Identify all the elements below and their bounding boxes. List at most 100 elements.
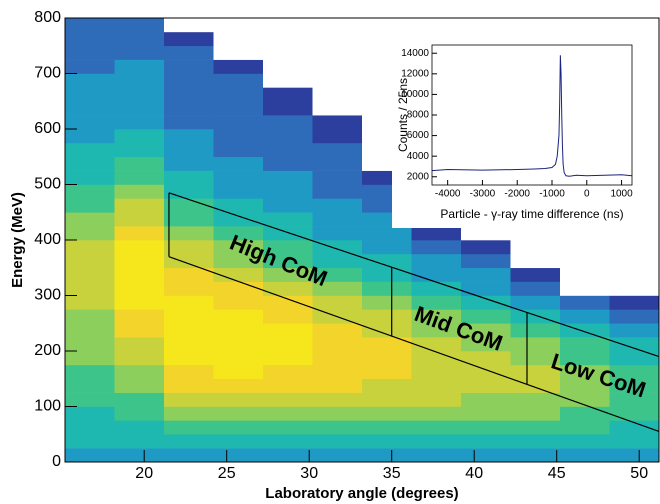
heatmap-cell bbox=[65, 253, 115, 269]
inset-x-tick-label: -1000 bbox=[539, 189, 565, 200]
heatmap-cell bbox=[609, 434, 660, 449]
heatmap-cell bbox=[164, 420, 214, 435]
heatmap-cell bbox=[510, 281, 561, 296]
heatmap-cell bbox=[362, 351, 412, 366]
cut-line bbox=[168, 192, 660, 358]
heatmap-cell bbox=[164, 129, 214, 144]
heatmap-cell bbox=[362, 392, 412, 407]
heatmap-cell bbox=[114, 198, 165, 213]
heatmap-cell bbox=[609, 378, 660, 393]
heatmap-cell bbox=[263, 434, 313, 449]
heatmap-cell bbox=[114, 45, 165, 60]
heatmap-cell bbox=[510, 378, 561, 393]
heatmap-cell bbox=[65, 351, 115, 366]
heatmap-cell bbox=[263, 392, 313, 407]
heatmap-cell bbox=[263, 337, 313, 352]
heatmap-cell bbox=[164, 240, 214, 255]
heatmap-cell bbox=[510, 18, 561, 33]
y-tick-label: 200 bbox=[34, 342, 61, 359]
heatmap-cell bbox=[164, 226, 214, 241]
heatmap-cell bbox=[213, 240, 264, 255]
heatmap-cell bbox=[312, 448, 363, 463]
heatmap-cell bbox=[263, 142, 313, 158]
heatmap-cell bbox=[461, 420, 511, 435]
heatmap-cell bbox=[213, 31, 264, 47]
heatmap-cell bbox=[114, 226, 165, 241]
heatmap-cell bbox=[65, 198, 115, 213]
heatmap-cell bbox=[263, 156, 313, 171]
heatmap-cell bbox=[461, 364, 511, 380]
heatmap-cell bbox=[510, 226, 561, 241]
heatmap-cell bbox=[362, 434, 412, 449]
heatmap-cell bbox=[263, 101, 313, 116]
heatmap-cell bbox=[560, 364, 610, 380]
heatmap-cell bbox=[164, 351, 214, 366]
heatmap-cell bbox=[164, 212, 214, 227]
heatmap-cell bbox=[312, 142, 363, 158]
x-tick-label: 40 bbox=[465, 465, 483, 482]
heatmap-cell bbox=[411, 240, 462, 255]
heatmap-cell bbox=[312, 129, 363, 144]
heatmap-cell bbox=[312, 240, 363, 255]
heatmap-cell bbox=[65, 364, 115, 380]
heatmap-cell bbox=[312, 156, 363, 171]
heatmap-cell bbox=[65, 420, 115, 435]
heatmap-cell bbox=[114, 73, 165, 88]
heatmap-cell bbox=[312, 18, 363, 33]
heatmap-cell bbox=[263, 59, 313, 74]
heatmap-cell bbox=[164, 364, 214, 380]
heatmap-cell bbox=[609, 448, 660, 463]
x-tick-label: 25 bbox=[218, 465, 236, 482]
heatmap-cell bbox=[560, 448, 610, 463]
heatmap-cell bbox=[164, 198, 214, 213]
heatmap-cell bbox=[213, 378, 264, 393]
heatmap-cell bbox=[213, 420, 264, 435]
heatmap-cell bbox=[312, 198, 363, 213]
heatmap-cell bbox=[411, 267, 462, 282]
heatmap-cell bbox=[312, 170, 363, 185]
heatmap-cell bbox=[164, 378, 214, 393]
heatmap-cell bbox=[461, 226, 511, 241]
heatmap-cell bbox=[114, 101, 165, 116]
heatmap-cell bbox=[560, 226, 610, 241]
heatmap-cell bbox=[263, 31, 313, 47]
heatmap-cell bbox=[263, 73, 313, 88]
heatmap-cell bbox=[510, 448, 561, 463]
heatmap-cell bbox=[312, 267, 363, 282]
heatmap-cell bbox=[114, 392, 165, 407]
y-tick-label: 400 bbox=[34, 231, 61, 248]
heatmap-cell bbox=[312, 253, 363, 269]
heatmap-cell bbox=[461, 337, 511, 352]
heatmap-cell bbox=[560, 434, 610, 449]
heatmap-cell bbox=[114, 170, 165, 185]
heatmap-cell bbox=[362, 323, 412, 338]
heatmap-cell bbox=[609, 351, 660, 366]
heatmap-cell bbox=[362, 253, 412, 269]
inset-y-tick-label: 8000 bbox=[407, 110, 430, 121]
heatmap-cell bbox=[312, 73, 363, 88]
heatmap-cell bbox=[312, 323, 363, 338]
inset-y-tick-label: 12000 bbox=[401, 68, 429, 79]
heatmap-cell bbox=[65, 184, 115, 199]
heatmap-cell bbox=[461, 267, 511, 282]
heatmap-cell bbox=[411, 392, 462, 407]
heatmap-cell bbox=[510, 240, 561, 255]
heatmap-cell bbox=[213, 170, 264, 185]
heatmap-cell bbox=[263, 18, 313, 33]
heatmap-cell bbox=[114, 253, 165, 269]
heatmap-cell bbox=[213, 142, 264, 158]
heatmap-cell bbox=[263, 129, 313, 144]
heatmap-cell bbox=[114, 351, 165, 366]
heatmap-cell bbox=[263, 240, 313, 255]
heatmap-cell bbox=[461, 309, 511, 324]
heatmap-cell bbox=[213, 267, 264, 282]
inset-y-tick-label: 14000 bbox=[401, 48, 429, 59]
heatmap-cell bbox=[213, 364, 264, 380]
heatmap-cell bbox=[560, 406, 610, 421]
heatmap-cell bbox=[114, 156, 165, 171]
heatmap-cell bbox=[560, 281, 610, 296]
heatmap-cell bbox=[164, 295, 214, 310]
heatmap-cell bbox=[362, 378, 412, 393]
heatmap-cell bbox=[164, 323, 214, 338]
inset-x-tick-label: -4000 bbox=[435, 189, 461, 200]
